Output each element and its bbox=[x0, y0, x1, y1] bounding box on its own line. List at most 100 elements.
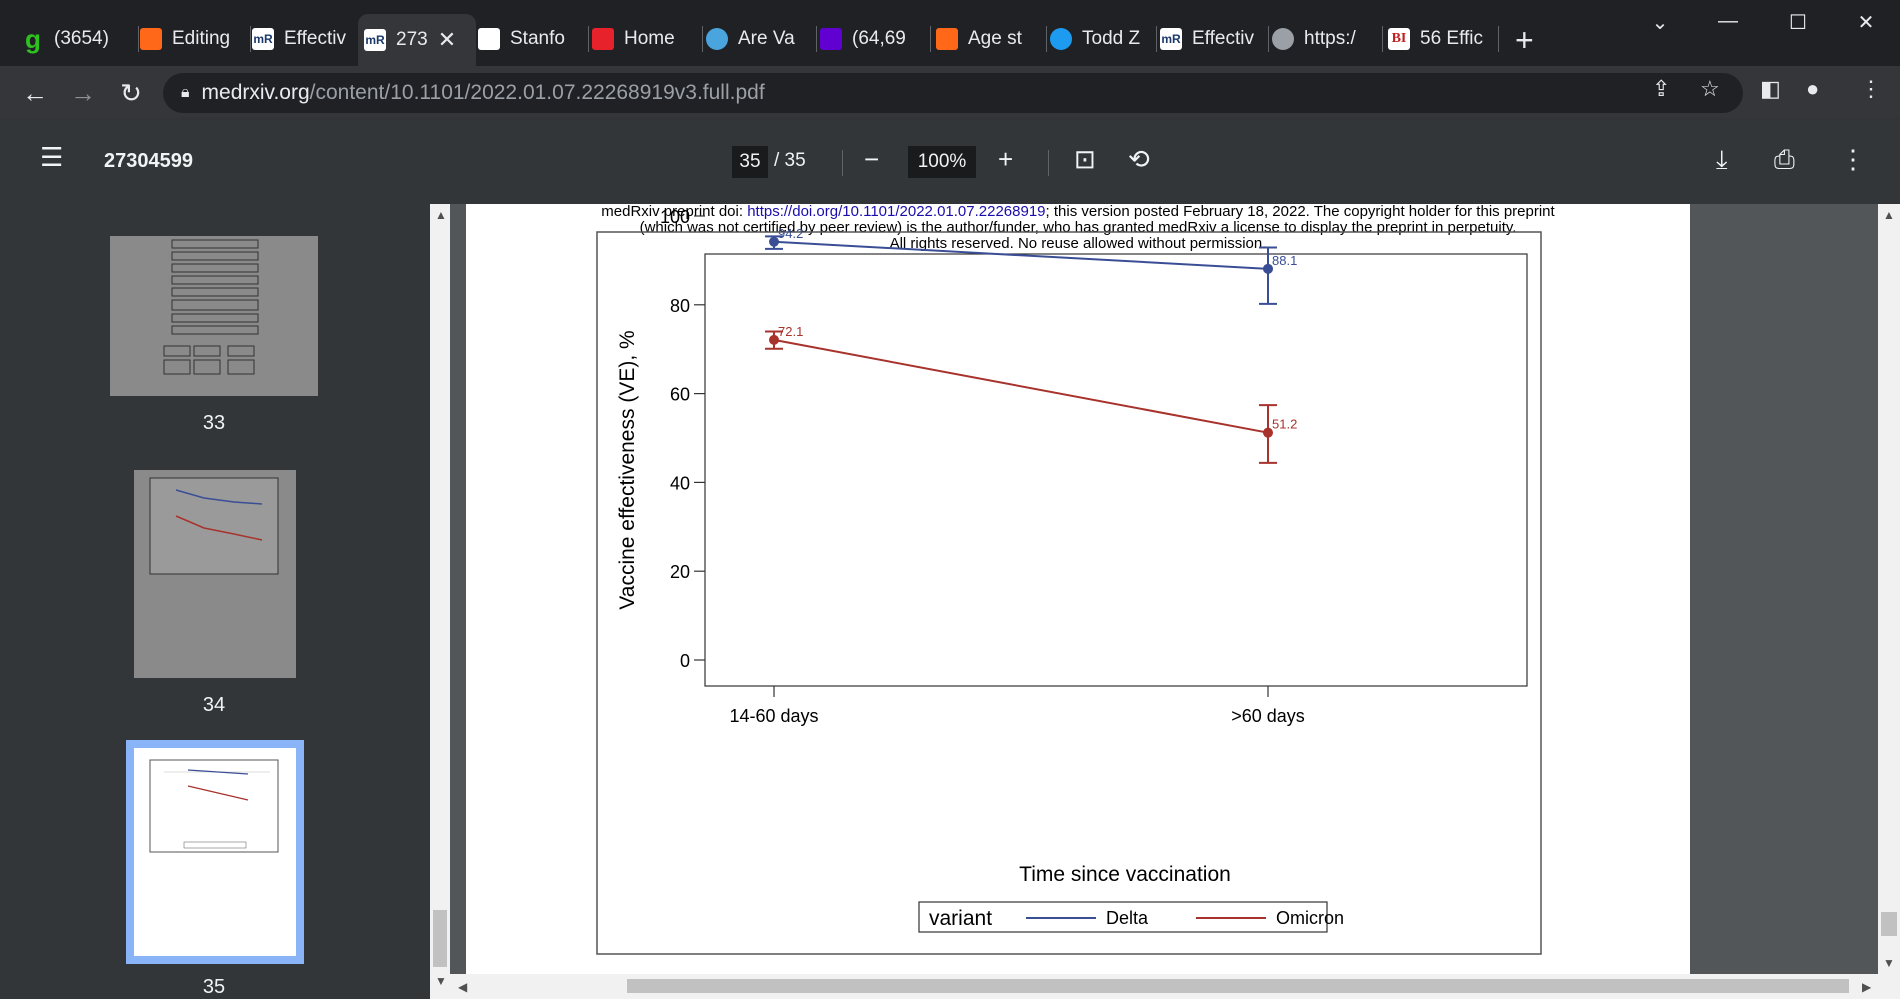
page-number-input[interactable]: 35 bbox=[732, 146, 768, 178]
side-panel-icon[interactable]: ◧ bbox=[1760, 76, 1781, 101]
viewer-scroll-thumb[interactable] bbox=[1881, 912, 1897, 936]
substack-icon bbox=[140, 28, 162, 50]
tab[interactable]: BI 56 Effic bbox=[1388, 18, 1492, 60]
medrxiv-icon: mR bbox=[252, 28, 274, 50]
url-path: /content/10.1101/2022.01.07.22268919v3.f… bbox=[309, 81, 765, 104]
tab-separator bbox=[1382, 26, 1383, 52]
pdf-page: medRxiv preprint doi: https://doi.org/10… bbox=[466, 204, 1690, 979]
scroll-down-arrow[interactable]: ▼ bbox=[1883, 956, 1895, 970]
viewer-scrollbar[interactable] bbox=[1878, 204, 1900, 999]
page-total: / 35 bbox=[774, 150, 806, 171]
y-axis-label: Vaccine effectiveness (VE), % bbox=[616, 330, 639, 609]
data-label: 72.1 bbox=[778, 324, 803, 339]
data-point bbox=[1263, 427, 1273, 438]
x-tick-label: >60 days bbox=[1231, 706, 1305, 726]
x-axis: 14-60 days >60 days bbox=[729, 686, 1305, 726]
zoom-input[interactable]: 100% bbox=[908, 146, 976, 178]
substack-icon bbox=[936, 28, 958, 50]
data-point bbox=[1263, 263, 1273, 274]
sidebar-scroll-thumb[interactable] bbox=[433, 910, 447, 967]
thumbnail-page-34[interactable] bbox=[134, 470, 296, 678]
rotate-icon[interactable]: ⟲ bbox=[1128, 144, 1150, 174]
series-line-omicron bbox=[773, 338, 1269, 434]
minimize-button[interactable]: — bbox=[1718, 10, 1738, 32]
legend: variant Delta Omicron bbox=[918, 901, 1344, 933]
menu-icon[interactable]: ☰ bbox=[40, 142, 64, 172]
tab-separator bbox=[1498, 26, 1499, 52]
tab-search-icon[interactable]: ⌄ bbox=[1651, 12, 1669, 34]
scroll-down-arrow[interactable]: ▼ bbox=[435, 974, 447, 988]
fit-page-icon[interactable]: ⊡ bbox=[1074, 144, 1096, 174]
tab-title: https:/ bbox=[1304, 28, 1356, 49]
tab-separator bbox=[1268, 26, 1269, 52]
share-icon[interactable]: ⇪ bbox=[1652, 76, 1671, 101]
tab-title: (3654) bbox=[54, 28, 109, 49]
tab-title: Effectiv bbox=[284, 28, 346, 49]
tab[interactable]: (64,69 bbox=[820, 18, 924, 60]
download-icon[interactable]: ⤓ bbox=[1716, 144, 1728, 174]
tab[interactable]: Home bbox=[592, 18, 696, 60]
thumbnail-35-preview bbox=[149, 759, 279, 853]
close-window-button[interactable]: ✕ bbox=[1857, 12, 1875, 34]
thumbnail-page-33[interactable] bbox=[110, 236, 318, 396]
tab[interactable]: Todd Z bbox=[1050, 18, 1150, 60]
tab-title: 273 bbox=[396, 29, 428, 50]
data-label: 94.2 bbox=[778, 226, 803, 241]
plot-area bbox=[704, 253, 1528, 687]
data-label: 88.1 bbox=[1272, 253, 1297, 268]
thumbnail-sidebar: 33 34 35 bbox=[0, 204, 430, 999]
reload-icon[interactable]: ↻ bbox=[120, 77, 142, 108]
feather-icon bbox=[478, 28, 500, 50]
scroll-up-arrow[interactable]: ▲ bbox=[435, 208, 447, 222]
tab[interactable]: Are Va bbox=[706, 18, 810, 60]
tab[interactable]: mR Effectiv bbox=[1160, 18, 1262, 60]
tab-title: Effectiv bbox=[1192, 28, 1254, 49]
lock-icon[interactable]: 🔒︎ bbox=[181, 84, 190, 101]
tab-separator bbox=[588, 26, 589, 52]
globe-icon bbox=[706, 28, 728, 50]
sidebar-scrollbar[interactable] bbox=[430, 204, 450, 999]
browser-menu-icon[interactable]: ⋮ bbox=[1860, 76, 1882, 101]
doi-link[interactable]: https://doi.org/10.1101/2022.01.07.22268… bbox=[747, 203, 1046, 220]
address-bar[interactable]: 🔒︎ medrxiv.org/content/10.1101/2022.01.0… bbox=[163, 73, 1743, 113]
bookmark-star-icon[interactable]: ☆ bbox=[1700, 76, 1720, 101]
series-group: 94.2 88.1 72.1 51.2 bbox=[765, 226, 1297, 464]
tab[interactable]: Stanfo bbox=[478, 18, 582, 60]
tab[interactable]: mR Effectiv bbox=[252, 18, 356, 60]
tab[interactable]: Editing bbox=[140, 18, 244, 60]
url-host: medrxiv.org bbox=[201, 81, 310, 104]
legend-title: variant bbox=[929, 907, 992, 930]
globe-icon bbox=[1272, 28, 1294, 50]
data-point bbox=[769, 236, 779, 247]
tab[interactable]: mR 273 ✕ bbox=[358, 14, 476, 66]
tab-separator bbox=[930, 26, 931, 52]
profile-avatar[interactable]: ● bbox=[1806, 76, 1820, 101]
thumbnail-label: 34 bbox=[202, 694, 226, 716]
tab-separator bbox=[816, 26, 817, 52]
tab[interactable]: Age st bbox=[936, 18, 1040, 60]
zoom-out-button[interactable]: − bbox=[864, 144, 880, 174]
thumbnail-page-35[interactable] bbox=[126, 740, 304, 964]
tab[interactable]: g (3654) bbox=[22, 18, 132, 60]
back-icon[interactable]: ← bbox=[22, 77, 48, 108]
tab-title: Todd Z bbox=[1082, 28, 1141, 49]
tab[interactable]: https:/ bbox=[1272, 18, 1376, 60]
zoom-in-button[interactable]: + bbox=[998, 144, 1014, 174]
close-tab-icon[interactable]: ✕ bbox=[437, 27, 457, 52]
y-tick-label: 40 bbox=[670, 473, 690, 493]
bi-icon: BI bbox=[1388, 28, 1410, 50]
scroll-left-arrow[interactable]: ◀ bbox=[458, 980, 468, 994]
new-tab-button[interactable]: + bbox=[1515, 22, 1534, 58]
forward-icon[interactable]: → bbox=[70, 77, 96, 108]
scroll-up-arrow[interactable]: ▲ bbox=[1883, 208, 1895, 222]
print-icon[interactable]: ⎙ bbox=[1774, 144, 1795, 174]
more-options-icon[interactable]: ⋮ bbox=[1840, 144, 1866, 174]
scroll-right-arrow[interactable]: ▶ bbox=[1862, 980, 1872, 994]
thumbnail-34-preview bbox=[149, 477, 279, 575]
horizontal-scroll-thumb[interactable] bbox=[627, 979, 1849, 993]
yahoo-mail-icon bbox=[820, 28, 842, 50]
preprint-banner-line3: All rights reserved. No reuse allowed wi… bbox=[889, 235, 1267, 252]
tab-separator bbox=[138, 26, 139, 52]
browser-toolbar: ← → ↻ 🔒︎ medrxiv.org/content/10.1101/202… bbox=[0, 66, 1900, 120]
maximize-button[interactable]: ☐ bbox=[1789, 12, 1807, 34]
